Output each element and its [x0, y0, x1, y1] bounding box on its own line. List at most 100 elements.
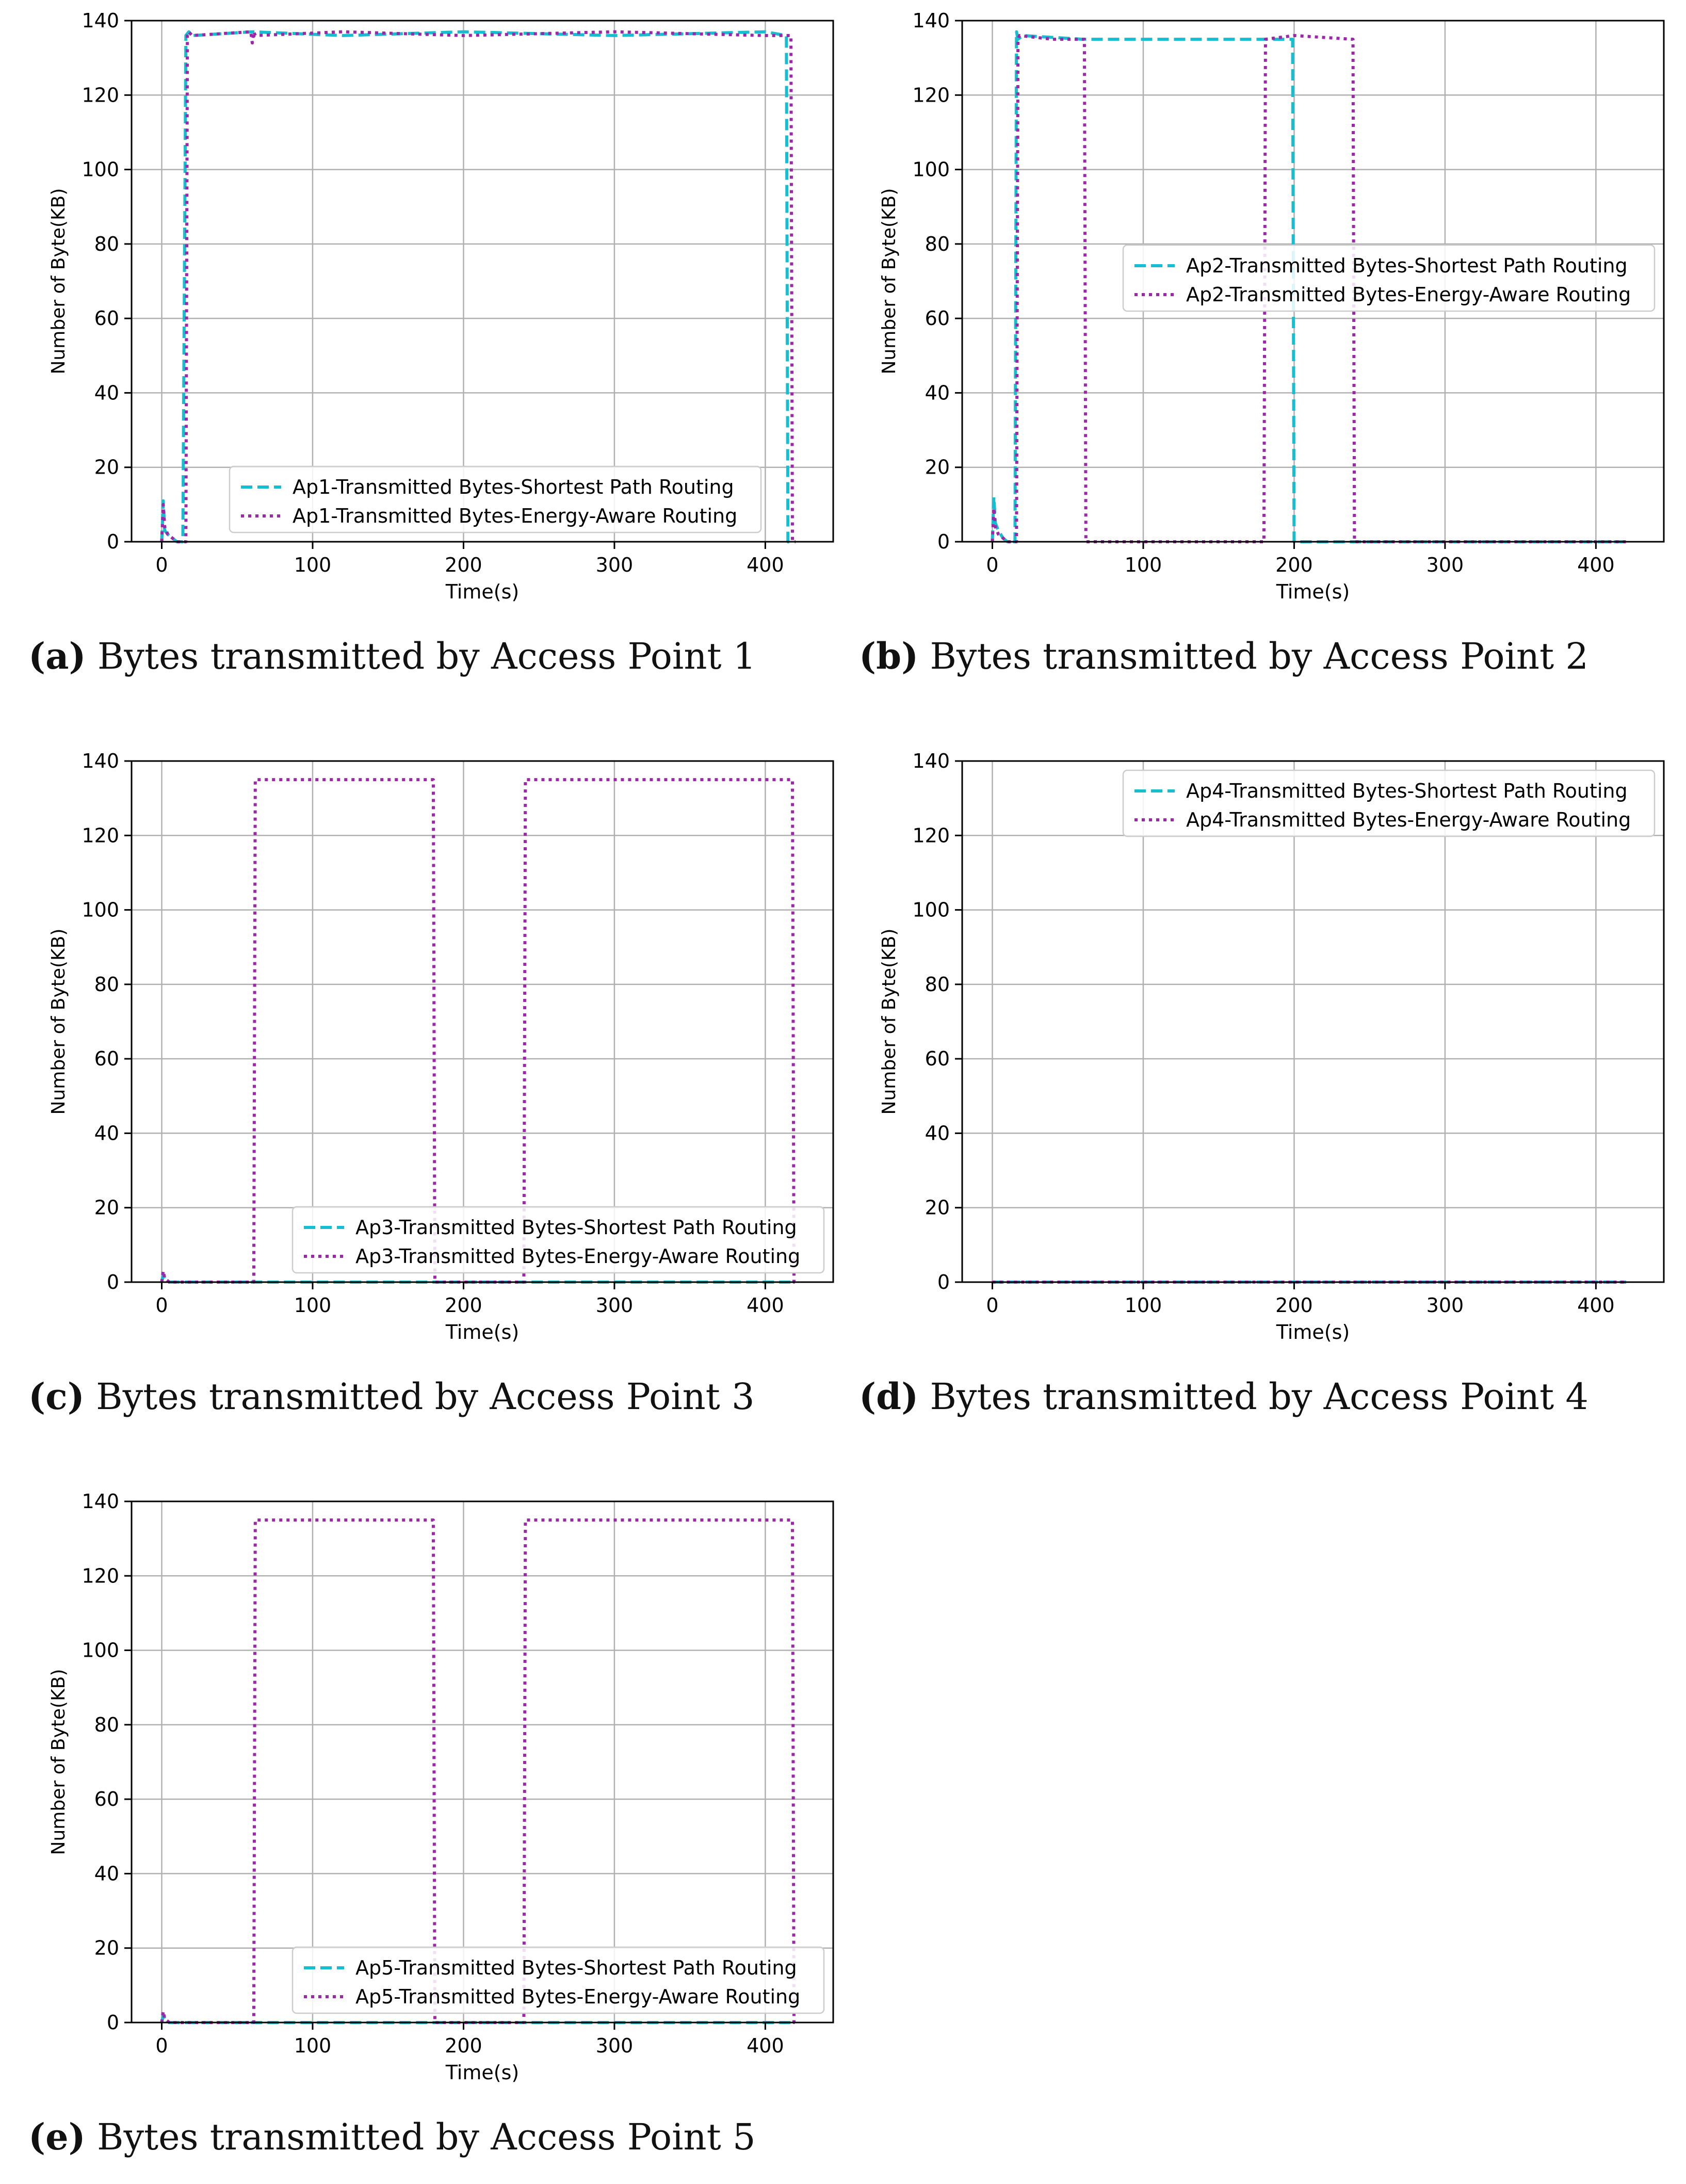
legend-label-c-0: Ap3-Transmitted Bytes-Shortest Path Rout… — [355, 1216, 797, 1239]
legend-label-e-1: Ap5-Transmitted Bytes-Energy-Aware Routi… — [355, 1985, 800, 2008]
y-tick-label-b-4: 80 — [925, 233, 950, 255]
x-axis-label-a: Time(s) — [445, 580, 519, 603]
y-axis-label-d: Number of Byte(KB) — [879, 929, 900, 1115]
y-tick-label-b-7: 140 — [912, 9, 950, 32]
y-tick-label-d-5: 100 — [912, 899, 950, 921]
x-tick-label-e-4: 400 — [747, 2034, 784, 2057]
caption-c-text: Bytes transmitted by Access Point 3 — [96, 1376, 755, 1418]
caption-a-tag: (a) — [28, 635, 86, 677]
y-tick-label-e-3: 60 — [94, 1788, 119, 1810]
x-tick-label-c-4: 400 — [747, 1294, 784, 1317]
legend-box-d — [1122, 769, 1656, 837]
y-tick-label-b-1: 20 — [925, 456, 950, 479]
series-line-c-shortest-path — [160, 1273, 796, 1284]
x-tick-label-b-2: 200 — [1275, 554, 1313, 576]
plot-frame-e — [131, 1500, 834, 2024]
caption-b: (b) Bytes transmitted by Access Point 2 — [859, 635, 1588, 677]
x-tick-label-e-2: 200 — [445, 2034, 482, 2057]
y-tick-label-d-4: 80 — [925, 973, 950, 996]
legend-label-b-1: Ap2-Transmitted Bytes-Energy-Aware Routi… — [1186, 283, 1631, 306]
caption-a: (a) Bytes transmitted by Access Point 1 — [28, 635, 756, 677]
x-tick-label-b-3: 300 — [1426, 554, 1464, 576]
legend-box-b — [1122, 244, 1656, 312]
legend-b: Ap2-Transmitted Bytes-Shortest Path Rout… — [1122, 244, 1656, 312]
y-tick-label-d-2: 40 — [925, 1122, 950, 1144]
legend-d: Ap4-Transmitted Bytes-Shortest Path Rout… — [1122, 769, 1656, 837]
y-tick-label-c-6: 120 — [82, 824, 119, 847]
y-tick-label-e-6: 120 — [82, 1564, 119, 1587]
caption-d-text: Bytes transmitted by Access Point 4 — [930, 1376, 1588, 1418]
plot-frame-b — [961, 20, 1665, 543]
legend-label-a-0: Ap1-Transmitted Bytes-Shortest Path Rout… — [293, 476, 734, 498]
y-tick-label-b-0: 0 — [937, 530, 950, 553]
y-tick-label-b-3: 60 — [925, 307, 950, 330]
y-tick-label-c-4: 80 — [94, 973, 119, 996]
x-tick-label-d-4: 400 — [1577, 1294, 1615, 1317]
x-tick-label-a-0: 0 — [155, 554, 168, 576]
caption-e-tag: (e) — [28, 2115, 86, 2158]
plot-frame-d — [961, 760, 1665, 1283]
legend-box-c — [291, 1206, 825, 1274]
x-tick-label-b-0: 0 — [986, 554, 998, 576]
x-tick-label-e-1: 100 — [294, 2034, 332, 2057]
chart-a: 0 100 200 300 400 0 20 40 60 80 100 120 140 Time(s) Nu… — [48, 9, 834, 603]
plot-frame-a — [131, 20, 834, 543]
y-tick-label-a-1: 20 — [94, 456, 119, 479]
legend-box-e — [291, 1946, 825, 2014]
plot-frame-c — [131, 760, 834, 1283]
y-tick-label-e-7: 140 — [82, 1490, 119, 1513]
y-axis-label-a: Number of Byte(KB) — [48, 188, 69, 375]
series-line-a-shortest-path — [160, 30, 791, 543]
y-tick-label-a-5: 100 — [82, 158, 119, 181]
x-axis-label-d: Time(s) — [1276, 1321, 1350, 1344]
caption-b-text: Bytes transmitted by Access Point 2 — [930, 635, 1588, 677]
grid-e — [132, 1500, 833, 2024]
x-axis-label-e: Time(s) — [445, 2061, 519, 2084]
y-tick-label-a-0: 0 — [107, 530, 119, 553]
y-tick-label-a-2: 40 — [94, 381, 119, 404]
caption-c: (c) Bytes transmitted by Access Point 3 — [28, 1375, 755, 1418]
y-tick-label-e-4: 80 — [94, 1713, 119, 1736]
y-tick-label-c-1: 20 — [94, 1196, 119, 1219]
x-tick-label-c-2: 200 — [445, 1294, 482, 1317]
x-tick-label-a-1: 100 — [294, 554, 332, 576]
legend-label-d-1: Ap4-Transmitted Bytes-Energy-Aware Routi… — [1186, 808, 1631, 831]
caption-d-tag: (d) — [859, 1375, 919, 1418]
x-tick-label-b-4: 400 — [1577, 554, 1615, 576]
series-line-c-energy-aware — [160, 778, 796, 1284]
caption-a-text: Bytes transmitted by Access Point 1 — [97, 635, 756, 677]
x-tick-label-c-0: 0 — [155, 1294, 168, 1317]
chart-d: 0 100 200 300 400 0 20 40 60 80 100 120 140 Time(s) Nu… — [879, 750, 1665, 1344]
chart-panel-a: 0 100 200 300 400 0 20 40 60 80 100 120 140 Time(s) Nu… — [21, 0, 846, 629]
y-tick-label-e-0: 0 — [107, 2011, 119, 2034]
y-tick-label-c-2: 40 — [94, 1122, 119, 1144]
caption-c-tag: (c) — [28, 1375, 85, 1418]
x-tick-label-d-0: 0 — [986, 1294, 998, 1317]
y-tick-label-a-3: 60 — [94, 307, 119, 330]
series-line-e-energy-aware — [160, 1518, 796, 2024]
legend-e: Ap5-Transmitted Bytes-Shortest Path Rout… — [291, 1946, 825, 2014]
chart-panel-d: 0 100 200 300 400 0 20 40 60 80 100 120 140 Time(s) Nu… — [851, 740, 1677, 1370]
y-axis-label-c: Number of Byte(KB) — [48, 929, 69, 1115]
y-tick-label-d-6: 120 — [912, 824, 950, 847]
y-tick-label-d-3: 60 — [925, 1047, 950, 1070]
legend-box-a — [229, 465, 762, 533]
x-axis-label-b: Time(s) — [1276, 580, 1350, 603]
y-tick-label-b-6: 120 — [912, 84, 950, 106]
y-tick-label-c-3: 60 — [94, 1047, 119, 1070]
legend-label-c-1: Ap3-Transmitted Bytes-Energy-Aware Routi… — [355, 1245, 800, 1268]
y-tick-label-c-5: 100 — [82, 899, 119, 921]
y-axis-label-b: Number of Byte(KB) — [879, 188, 900, 375]
y-tick-label-e-5: 100 — [82, 1639, 119, 1662]
y-tick-label-e-1: 20 — [94, 1937, 119, 1960]
legend-a: Ap1-Transmitted Bytes-Shortest Path Rout… — [229, 465, 762, 533]
x-axis-label-c: Time(s) — [445, 1321, 519, 1344]
legend-label-d-0: Ap4-Transmitted Bytes-Shortest Path Rout… — [1186, 780, 1628, 802]
legend-label-e-0: Ap5-Transmitted Bytes-Shortest Path Rout… — [355, 1956, 797, 1979]
chart-panel-c: 0 100 200 300 400 0 20 40 60 80 100 120 140 Time(s) Nu… — [21, 740, 846, 1370]
series-line-e-shortest-path — [160, 2013, 796, 2024]
x-tick-label-b-1: 100 — [1125, 554, 1162, 576]
caption-d: (d) Bytes transmitted by Access Point 4 — [859, 1375, 1588, 1418]
y-tick-label-b-2: 40 — [925, 381, 950, 404]
chart-panel-b: 0 100 200 300 400 0 20 40 60 80 100 120 140 Time(s) Nu… — [851, 0, 1677, 629]
